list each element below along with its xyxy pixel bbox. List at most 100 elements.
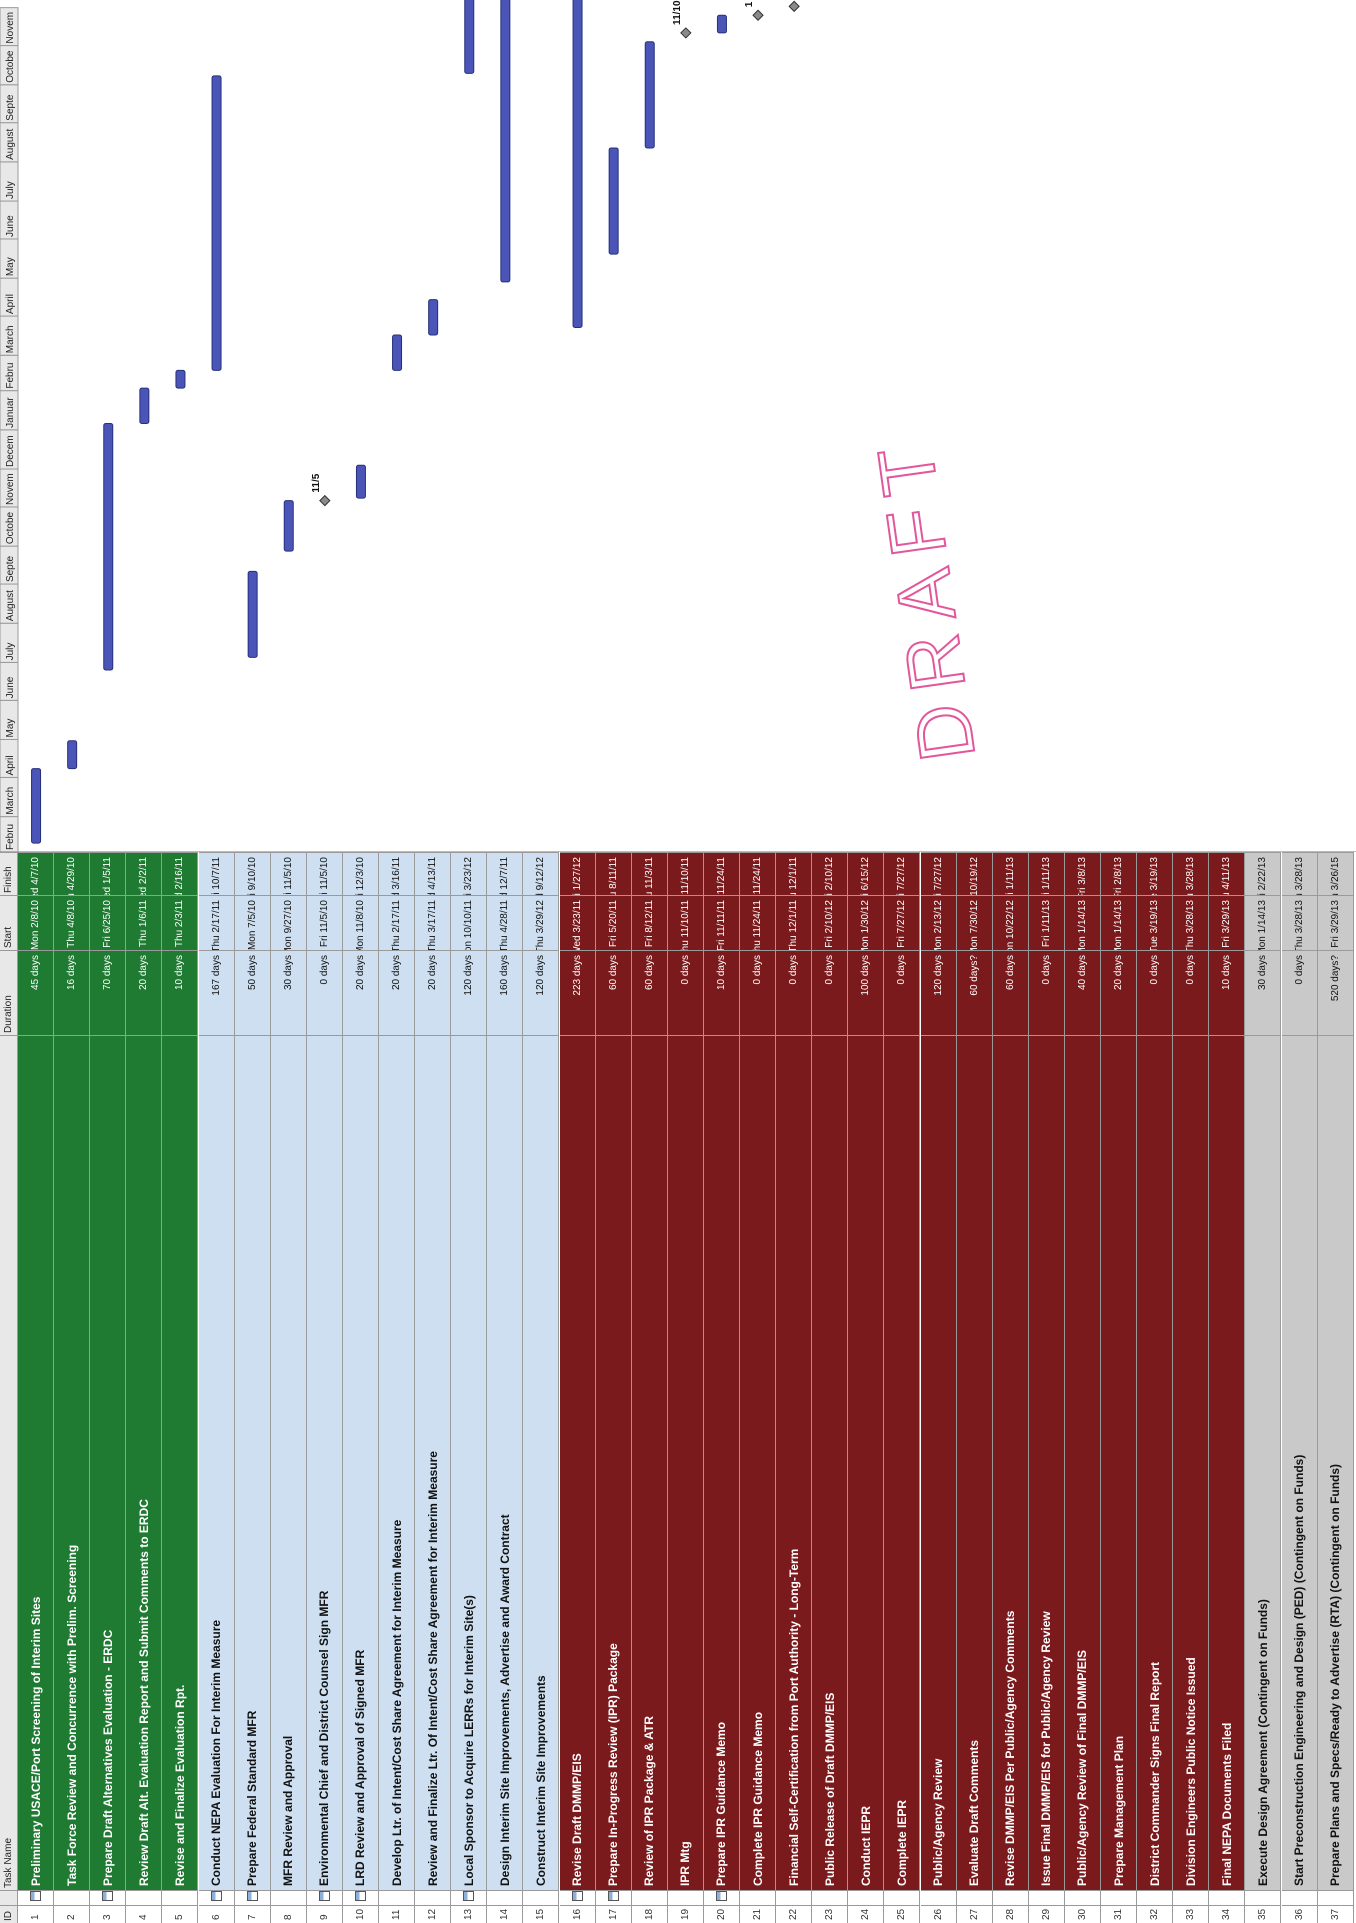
task-start: Thu 2/3/11 <box>162 895 199 950</box>
task-duration: 167 days <box>198 950 235 1035</box>
task-id-text: 19 <box>679 1908 691 1920</box>
task-start: Mon 9/27/10 <box>270 895 307 950</box>
task-duration-text: 0 days <box>318 955 330 985</box>
task-duration-text: 100 days <box>860 955 872 996</box>
task-duration-text: 223 days <box>571 955 583 996</box>
task-id-text: 27 <box>968 1908 980 1920</box>
task-finish-text: Fri 2/10/12 <box>824 857 836 895</box>
task-id: 4 <box>126 1905 163 1923</box>
task-name-text: Start Preconstruction Engineering and De… <box>1292 1454 1307 1886</box>
task-finish-text: Wed 1/5/11 <box>102 857 114 895</box>
month-label: Febru <box>5 363 16 389</box>
indicator-cell <box>1281 1890 1318 1905</box>
task-bar <box>139 387 150 425</box>
task-bar <box>103 423 114 671</box>
indicator-cell <box>1101 1890 1138 1905</box>
indicator-cell <box>270 1890 307 1905</box>
task-finish: Fri 11/5/10 <box>306 852 343 895</box>
task-duration-text: 120 days <box>932 955 944 996</box>
header-task-name-text: Task Name <box>3 1837 14 1888</box>
indicator-cell <box>342 1890 379 1905</box>
task-id: 19 <box>667 1905 704 1923</box>
task-finish-text: Wed 4/13/11 <box>427 857 439 895</box>
task-id-text: 2 <box>66 1914 78 1920</box>
month-label: August <box>5 590 16 621</box>
month-label: Januar <box>5 397 16 428</box>
header-id: ID <box>0 1905 18 1923</box>
task-bar <box>211 75 222 371</box>
task-start-text: Thu 3/28/13 <box>1293 900 1305 950</box>
task-name-text: Public/Agency Review of Final DMMP/EIS <box>1075 1649 1090 1886</box>
task-id: 28 <box>992 1905 1029 1923</box>
indicator-icon <box>30 1891 42 1901</box>
task-id-text: 32 <box>1149 1908 1161 1920</box>
task-duration-text: 60 days <box>607 955 619 991</box>
indicator-cell <box>992 1890 1029 1905</box>
task-finish: Wed 2/16/11 <box>162 852 199 895</box>
month-label: May <box>5 257 16 276</box>
task-name: Prepare In-Progress Review (IPR) Package <box>595 1035 632 1890</box>
task-name: LRD Review and Approval of Signed MFR <box>342 1035 379 1890</box>
task-start-text: Mon 1/14/13 <box>1113 900 1125 950</box>
milestone-label: 11/10 <box>672 0 683 25</box>
task-start-text: Thu 2/3/11 <box>174 900 186 948</box>
month-label: July <box>5 643 16 661</box>
task-id: 25 <box>884 1905 921 1923</box>
task-name: Complete IPR Guidance Memo <box>740 1035 777 1890</box>
task-finish: Thu 11/10/11 <box>667 852 704 895</box>
task-name: Complete IEPR <box>884 1035 921 1890</box>
task-finish-text: Fri 1/11/13 <box>1004 857 1016 895</box>
task-finish: Wed 12/7/11 <box>487 852 524 895</box>
task-finish-text: Fri 3/8/13 <box>1076 857 1088 895</box>
task-duration-text: 0 days <box>1149 955 1161 985</box>
task-id: 32 <box>1137 1905 1174 1923</box>
task-start-text: Mon 7/5/10 <box>246 900 258 950</box>
task-bar <box>392 334 403 371</box>
month-cell <box>0 7 19 47</box>
task-name-text: Environmental Chief and District Counsel… <box>317 1590 332 1886</box>
task-duration-text: 20 days <box>138 955 150 991</box>
task-start: Mon 1/14/13 <box>1101 895 1138 950</box>
indicator-cell <box>740 1890 777 1905</box>
task-finish: Fri 6/15/12 <box>848 852 885 895</box>
task-start-text: Mon 10/22/12 <box>1004 900 1016 950</box>
task-start: Thu 4/8/10 <box>54 895 91 950</box>
task-start-text: Mon 2/13/12 <box>932 900 944 950</box>
task-start-text: Thu 12/1/11 <box>788 900 800 950</box>
indicator-cell <box>198 1890 235 1905</box>
task-finish-text: Wed 12/7/11 <box>499 857 511 895</box>
task-duration-text: 20 days <box>427 955 439 991</box>
task-duration: 60 days <box>631 950 668 1035</box>
milestone-label: 1 <box>744 1 755 7</box>
task-finish-text: Thu 8/11/11 <box>607 857 619 895</box>
task-start-text: Fri 7/27/12 <box>896 900 908 948</box>
header-finish: Finish <box>0 852 18 895</box>
task-duration: 45 days <box>18 950 55 1035</box>
task-name: Division Engineers Public Notice Issued <box>1173 1035 1210 1890</box>
task-start: Wed 3/23/11 <box>559 895 596 950</box>
task-id-text: 28 <box>1004 1908 1016 1920</box>
task-finish: Fri 7/27/12 <box>920 852 957 895</box>
task-name-text: Prepare Draft Alternatives Evaluation - … <box>100 1629 115 1886</box>
task-finish: Wed 1/5/11 <box>90 852 127 895</box>
task-name-text: Prepare Management Plan <box>1111 1735 1126 1886</box>
month-label: April <box>5 755 16 775</box>
task-finish: Fri 3/23/12 <box>451 852 488 895</box>
task-start: Thu 11/24/11 <box>740 895 777 950</box>
task-start-text: Thu 11/10/11 <box>679 900 691 950</box>
task-start: Fri 3/29/13 <box>1317 895 1354 950</box>
task-finish-text: Fri 2/22/13 <box>1257 857 1269 895</box>
indicator-cell <box>1064 1890 1101 1905</box>
indicator-cell <box>1317 1890 1354 1905</box>
header-duration-text: Duration <box>3 995 14 1033</box>
task-duration: 120 days <box>523 950 560 1035</box>
task-start: Fri 1/11/13 <box>1028 895 1065 950</box>
task-start-text: Thu 3/28/13 <box>1185 900 1197 950</box>
task-finish: Wed 9/12/12 <box>523 852 560 895</box>
task-duration: 10 days <box>703 950 740 1035</box>
indicator-cell <box>920 1890 957 1905</box>
task-bar <box>175 369 186 389</box>
task-id: 5 <box>162 1905 199 1923</box>
task-name-text: Division Engineers Public Notice Issued <box>1183 1657 1198 1886</box>
task-duration: 20 days <box>126 950 163 1035</box>
